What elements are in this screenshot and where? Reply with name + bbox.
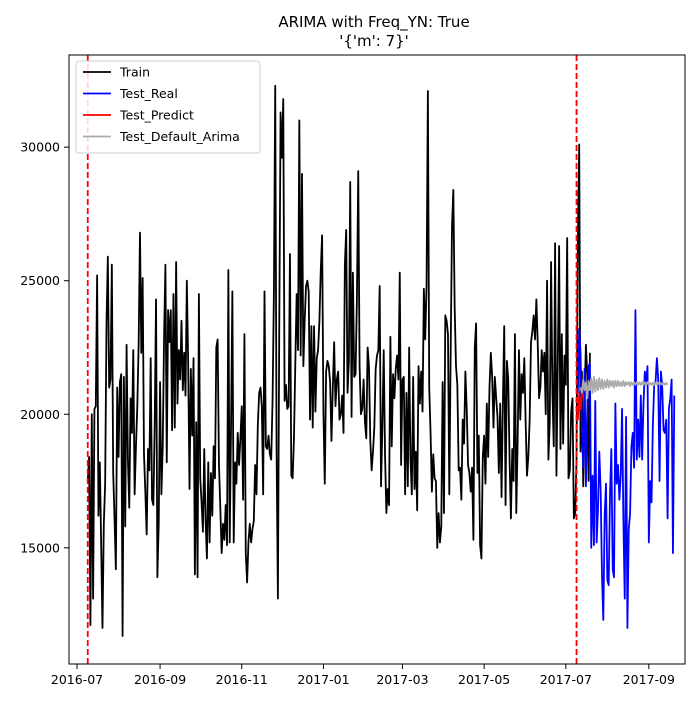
x-tick-label: 2016-09 (134, 672, 186, 687)
x-axis: 2016-07 2016-09 2016-11 2017-01 2017-03 2017-… (51, 664, 675, 687)
x-tick-label: 2017-03 (376, 672, 428, 687)
plot-frame (68, 54, 686, 665)
legend-label-test-default-arima: Test_Default_Arima (119, 129, 240, 144)
x-tick-label: 2017-05 (458, 672, 510, 687)
y-tick-label: 25000 (20, 273, 60, 288)
series-line-train (86, 84, 591, 637)
legend-label-test-predict: Test_Predict (119, 108, 194, 123)
legend: Train Test_Real Test_Predict Test_Default_A… (75, 60, 261, 154)
chart-subtitle: '{'m': 7}' (339, 32, 409, 50)
legend-label-train: Train (119, 65, 150, 80)
y-axis: 15000 20000 25000 30000 (20, 140, 69, 555)
series-layer (86, 84, 676, 637)
legend-label-test-real: Test_Real (119, 86, 178, 101)
series-line-test-predict (575, 387, 586, 421)
x-tick-label: 2016-11 (216, 672, 268, 687)
vline-layer (86, 55, 578, 664)
x-tick-label: 2016-07 (51, 672, 103, 687)
y-tick-label: 30000 (20, 140, 60, 155)
series-line-test-default-arima (579, 375, 669, 400)
x-tick-label: 2017-09 (623, 672, 675, 687)
legend-box (75, 60, 261, 154)
series-line-test-real (576, 309, 676, 629)
y-tick-label: 20000 (20, 407, 60, 422)
x-tick-label: 2017-01 (297, 672, 349, 687)
chart-title: ARIMA with Freq_YN: True (278, 13, 469, 32)
y-tick-label: 15000 (20, 540, 60, 555)
x-tick-label: 2017-07 (540, 672, 592, 687)
